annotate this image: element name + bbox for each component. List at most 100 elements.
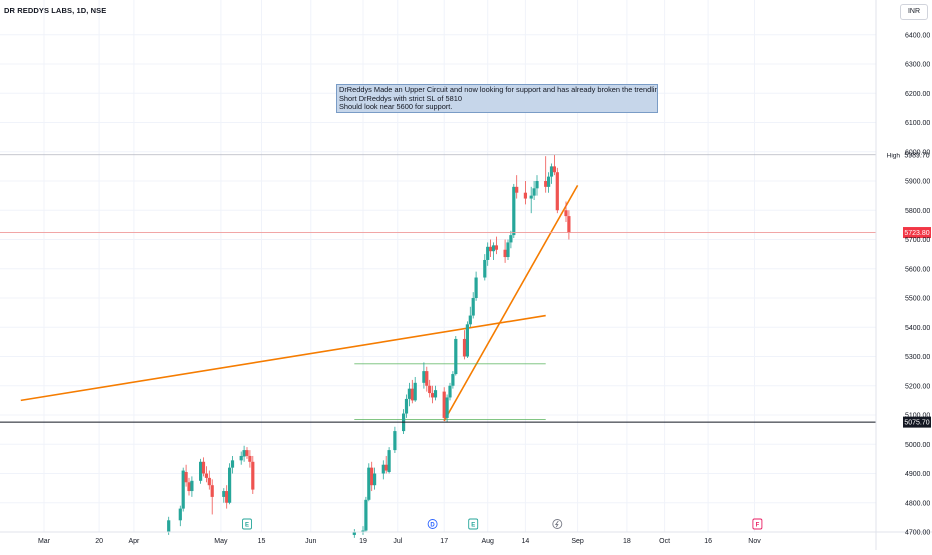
candle-body: [567, 216, 571, 233]
y-tick-label: 6000.00: [905, 149, 930, 156]
candle: [370, 461, 374, 492]
y-tick-label: 4700.00: [905, 530, 930, 537]
candle: [515, 175, 519, 199]
x-tick-label: Oct: [659, 538, 670, 545]
candle-body: [167, 520, 171, 532]
lightning-icon: [554, 520, 559, 528]
annotation-line: Should look near 5600 for support.: [339, 102, 453, 112]
candle: [222, 488, 226, 503]
candle-body: [564, 210, 568, 217]
candle: [506, 239, 510, 260]
candle: [225, 485, 229, 509]
candle: [384, 455, 388, 474]
candle: [512, 183, 516, 239]
event-type: E: [471, 522, 475, 528]
candle: [483, 254, 487, 281]
annotation-line: Short DrReddys with strict SL of 5810: [339, 93, 462, 103]
x-tick-label: Mar: [38, 538, 51, 545]
candle: [407, 382, 411, 407]
currency-badge[interactable]: INR: [900, 4, 928, 20]
candle-body: [387, 450, 391, 473]
candle: [245, 447, 249, 459]
x-tick-label: 18: [623, 538, 631, 545]
candle-body: [454, 338, 458, 375]
candle: [549, 163, 554, 184]
candle-body: [549, 166, 554, 177]
event-marker[interactable]: E: [468, 518, 479, 530]
candle-body: [471, 298, 475, 316]
candle: [471, 292, 475, 319]
candle-body: [207, 477, 211, 486]
candle-body: [442, 391, 446, 418]
candle-body: [489, 246, 493, 252]
candle: [201, 457, 206, 477]
annotation-note[interactable]: DrReddys Made an Upper Circuit and now l…: [336, 84, 658, 113]
x-tick-label: Aug: [481, 538, 494, 545]
candle-body: [433, 390, 438, 398]
candle-body: [352, 532, 356, 535]
candle-body: [245, 450, 249, 456]
event-marker[interactable]: F: [752, 518, 763, 530]
financials-icon: [752, 518, 763, 530]
x-tick-label: Apr: [128, 538, 140, 545]
y-tick-label: 5000.00: [905, 442, 930, 449]
y-tick-label: 5500.00: [905, 296, 930, 303]
candle-body: [201, 461, 206, 474]
event-marker[interactable]: E: [242, 518, 252, 530]
candle-body: [184, 472, 188, 483]
x-tick-label: Jul: [393, 538, 402, 545]
candle-body: [532, 188, 536, 196]
x-tick-label: Sep: [571, 538, 584, 545]
y-tick-label: 6200.00: [905, 91, 930, 98]
candle-body: [413, 382, 417, 401]
candle-body: [425, 371, 429, 386]
candle: [491, 242, 496, 260]
candle: [199, 458, 203, 484]
candle: [422, 362, 426, 389]
candle: [242, 445, 246, 462]
grid: [0, 0, 876, 533]
y-tick-label: 5400.00: [905, 325, 930, 332]
candle: [547, 172, 551, 193]
candle: [364, 496, 368, 532]
candle-body: [222, 491, 226, 497]
candle-body: [381, 464, 385, 474]
drawings: [20, 184, 579, 422]
candle-body: [445, 397, 449, 418]
candle-body: [239, 455, 243, 461]
candle: [465, 321, 469, 358]
candle-body: [451, 374, 455, 386]
candle-body: [512, 186, 516, 236]
candle-body: [547, 176, 551, 187]
price-marker-box: [903, 149, 931, 161]
event-marker[interactable]: D: [427, 519, 438, 529]
candle-body: [422, 371, 426, 383]
candle-body: [367, 467, 371, 500]
candle: [207, 470, 211, 490]
earnings-icon: [468, 518, 479, 530]
x-tick-label: 15: [258, 538, 266, 545]
candle-body: [178, 508, 182, 521]
candle: [373, 467, 377, 490]
price-marker-value: 5075.70: [904, 420, 929, 427]
candle-body: [361, 530, 365, 532]
y-tick-label: 5700.00: [905, 237, 930, 244]
price-marker-value: 5989.70: [904, 152, 929, 159]
candle: [230, 455, 235, 474]
candle-body: [483, 259, 487, 278]
candle-body: [515, 186, 519, 193]
candle-body: [230, 460, 235, 468]
event-marker[interactable]: [552, 519, 563, 529]
candle-body: [431, 393, 435, 398]
candle: [445, 394, 449, 423]
candle-body: [509, 235, 513, 243]
candle-body: [468, 315, 472, 325]
candle: [367, 463, 371, 502]
x-tick-label: 14: [522, 538, 530, 545]
candle-body: [494, 245, 498, 250]
earnings-icon: [242, 518, 252, 530]
split-icon: [552, 519, 563, 529]
